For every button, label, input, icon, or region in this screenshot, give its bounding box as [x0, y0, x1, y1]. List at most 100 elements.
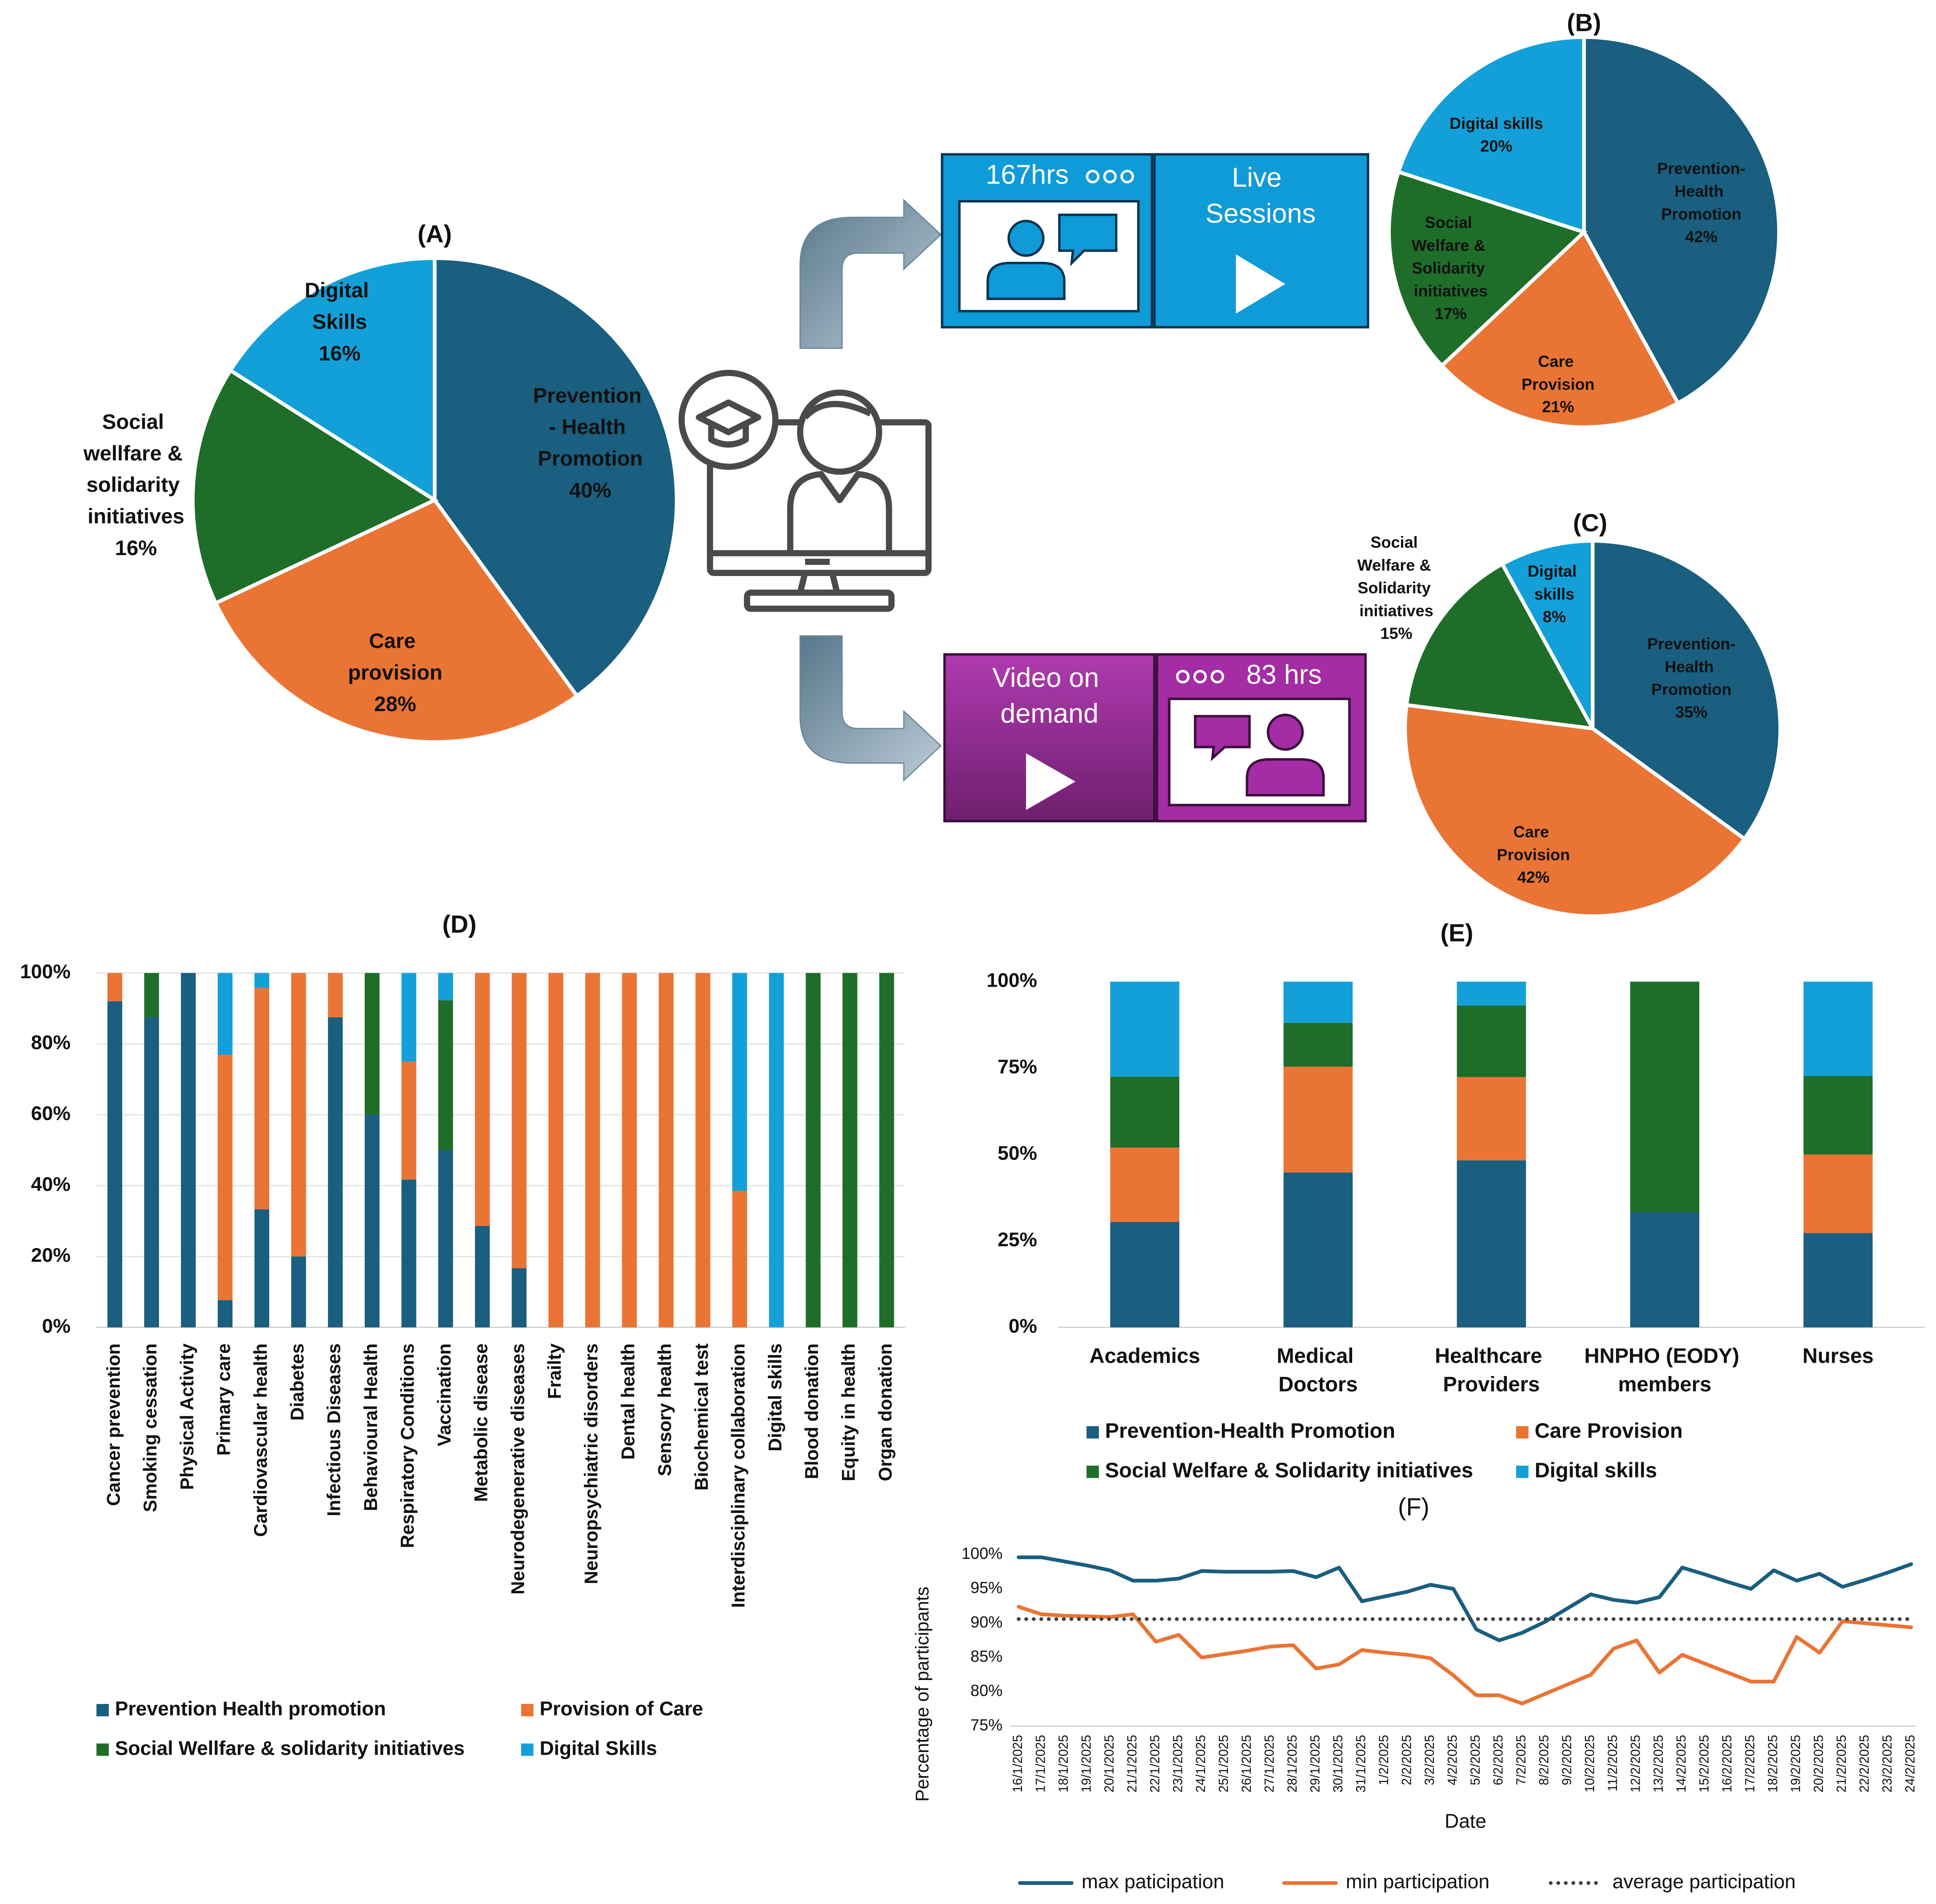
text-line: Digital skills: [1449, 114, 1543, 132]
bar: [1803, 1076, 1873, 1155]
x-tick-label: 16/1/2025: [1011, 1735, 1025, 1792]
slice-label: Social Welfare & Solidarity initiatives: [1357, 533, 1436, 620]
x-tick-label: 13/2/2025: [1652, 1735, 1666, 1792]
bar: [401, 973, 416, 1062]
x-tick-label: Cancer prevention: [103, 1344, 124, 1506]
bar: [181, 973, 196, 1328]
text-line: skills: [1534, 585, 1574, 603]
bar: [364, 1115, 380, 1328]
x-tick-label: Medical Doctors: [1277, 1344, 1359, 1396]
slice-label: Prevention - Health Promotion: [533, 384, 647, 471]
vod-label: Video on demand: [992, 663, 1106, 729]
legend-label: Provision of Care: [539, 1698, 703, 1720]
slice-label: Prevention- Health Promotion: [1647, 634, 1736, 698]
bar: [511, 973, 527, 1268]
legend-swatch: [1516, 1465, 1529, 1478]
bar: [1283, 1023, 1353, 1067]
x-tick-label: 29/1/2025: [1309, 1735, 1323, 1792]
x-tick-label: Metabolic disease: [471, 1344, 491, 1502]
bar: [806, 973, 821, 1328]
x-tick-label: Biochemical test: [691, 1344, 712, 1491]
x-tick-label: 22/1/2025: [1148, 1735, 1162, 1792]
x-tick-label: Vaccination: [434, 1344, 455, 1447]
bar: [364, 973, 380, 1115]
text-line: Social: [1425, 213, 1477, 231]
text-line: Doctors: [1278, 1373, 1357, 1396]
bar: [1803, 1154, 1873, 1233]
text-line: HNPHO (EODY): [1585, 1344, 1745, 1368]
x-tick-label: Dental health: [617, 1344, 638, 1460]
text-line: Skills: [312, 310, 367, 334]
pie-slice: [1439, 229, 1681, 429]
legend-label: average participation: [1613, 1871, 1796, 1893]
legend-label: Social Wellfare & solidarity initiatives: [115, 1737, 465, 1759]
slice-label: Care provision: [348, 630, 443, 685]
x-tick-label: 6/2/2025: [1492, 1735, 1506, 1785]
pie-slice: [1403, 703, 1747, 918]
slice-label: Social Welfare & Solidarity initiatives: [1412, 213, 1490, 300]
bar: [1630, 981, 1700, 1212]
y-tick-label: 80%: [31, 1032, 71, 1053]
bar: [548, 973, 563, 1328]
x-tick-label: Infectious Diseases: [323, 1344, 344, 1516]
x-tick-label: 9/2/2025: [1560, 1735, 1574, 1785]
y-tick-label: 20%: [31, 1244, 71, 1266]
y-tick-label: 0%: [1009, 1315, 1037, 1337]
text-line: Solidarity: [1412, 259, 1489, 277]
x-tick-label: 31/1/2025: [1354, 1735, 1369, 1792]
video-on-demand-box: [943, 653, 1367, 823]
x-tick-label: 17/2/2025: [1743, 1735, 1757, 1792]
x-tick-label: 7/2/2025: [1514, 1735, 1529, 1785]
x-tick-label: 4/2/2025: [1446, 1735, 1460, 1785]
slice-value-label: 40%: [569, 479, 611, 502]
y-tick-label: 100%: [962, 1544, 1002, 1562]
slice-label: Care Provision: [1497, 822, 1570, 863]
bar: [438, 1150, 453, 1328]
slice-label: Social wellfare & solidarity initiatives: [83, 410, 188, 528]
x-tick-label: 25/1/2025: [1217, 1735, 1231, 1792]
y-tick-label: 0%: [42, 1315, 71, 1337]
x-tick-label: Neuropsychiatric disorders: [581, 1344, 602, 1584]
x-tick-label: 10/2/2025: [1583, 1735, 1597, 1792]
legend-label: Care Provision: [1535, 1419, 1683, 1443]
slice-value-label: 16%: [115, 536, 157, 560]
y-tick-label: 50%: [998, 1142, 1037, 1164]
legend-swatch: [96, 1743, 109, 1756]
text-line: Health: [1675, 182, 1728, 200]
bar: [1110, 1148, 1180, 1222]
legend-swatch: [521, 1743, 534, 1756]
x-tick-label: 26/1/2025: [1240, 1735, 1254, 1792]
legend-label: min participation: [1346, 1871, 1490, 1893]
x-tick-label: 5/2/2025: [1469, 1735, 1483, 1785]
text-line: Prevention: [533, 384, 647, 408]
y-tick-label: 90%: [970, 1613, 1002, 1631]
x-tick-label: 16/2/2025: [1720, 1735, 1735, 1792]
line-series: [1017, 1555, 1913, 1643]
text-line: Digital: [305, 279, 375, 303]
x-tick-label: 23/1/2025: [1171, 1735, 1186, 1792]
chart-title: (C): [1573, 509, 1607, 536]
elearning-icon: [679, 370, 932, 612]
x-tick-label: Respiratory Conditions: [397, 1344, 418, 1548]
y-tick-label: 100%: [986, 969, 1037, 991]
x-tick-label: 27/1/2025: [1263, 1735, 1277, 1792]
bar: [732, 1191, 747, 1328]
bar: [438, 973, 453, 1000]
y-tick-label: 40%: [31, 1173, 71, 1195]
x-tick-label: Neurodegenerative diseases: [507, 1344, 528, 1595]
pie-slice: [433, 256, 679, 699]
slice-value-label: 35%: [1675, 703, 1707, 721]
y-tick-label: 75%: [970, 1716, 1002, 1734]
x-tick-label: Academics: [1090, 1344, 1200, 1368]
text-line: Prevention-: [1647, 634, 1736, 652]
text-line: Healthcare: [1435, 1344, 1548, 1368]
bar: [1283, 1067, 1353, 1173]
bar: [328, 1017, 343, 1328]
arrow-up: [799, 198, 942, 349]
bar: [328, 973, 343, 1017]
chart-title: (A): [418, 220, 452, 248]
slice-value-label: 42%: [1517, 868, 1549, 886]
chart-title: (B): [1567, 9, 1601, 36]
text-line: Social: [102, 410, 170, 434]
